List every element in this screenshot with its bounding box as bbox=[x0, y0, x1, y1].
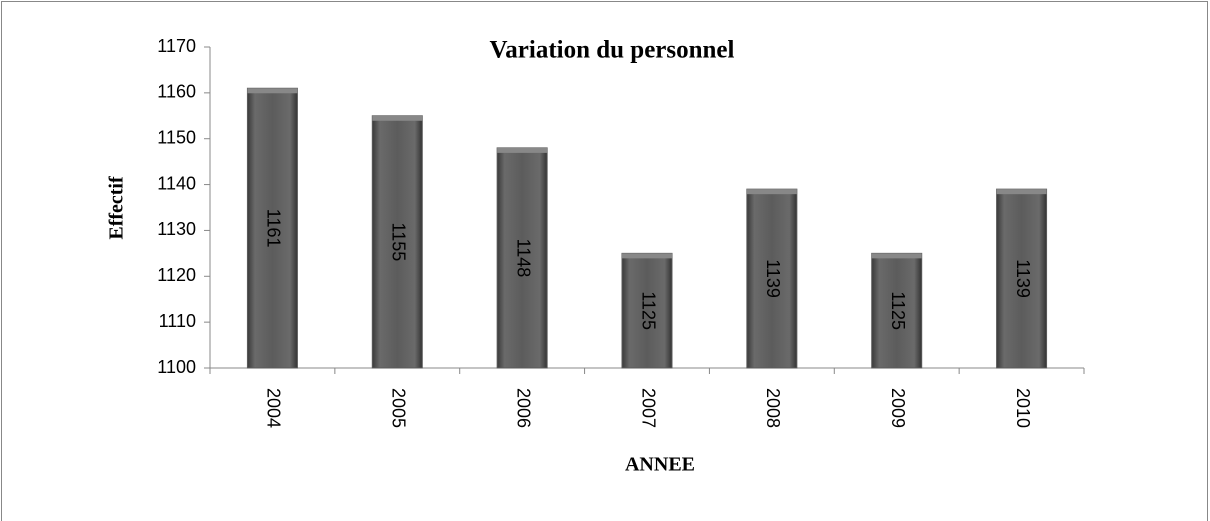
bar-top bbox=[746, 189, 797, 195]
bar bbox=[246, 87, 298, 369]
bar-top bbox=[996, 189, 1047, 195]
x-tick-label: 2010 bbox=[1013, 388, 1033, 428]
x-tick-label: 2008 bbox=[763, 388, 783, 428]
y-tick-label: 1140 bbox=[157, 173, 196, 193]
data-label: 1155 bbox=[389, 223, 409, 262]
y-tick-label: 1110 bbox=[159, 311, 196, 331]
x-tick-label: 2006 bbox=[513, 388, 533, 428]
bar bbox=[996, 188, 1048, 369]
chart-title: Variation du personnel bbox=[490, 37, 735, 64]
bar-top bbox=[497, 147, 548, 153]
data-label: 1161 bbox=[264, 209, 284, 248]
data-label: 1139 bbox=[1013, 259, 1033, 298]
bar bbox=[496, 147, 548, 369]
bar-top bbox=[622, 253, 672, 259]
y-tick-label: 1130 bbox=[157, 219, 196, 239]
bar bbox=[746, 188, 798, 369]
bar bbox=[371, 115, 423, 369]
data-label: 1125 bbox=[888, 291, 908, 330]
bar-top bbox=[871, 253, 922, 259]
y-tick-label: 1160 bbox=[157, 82, 196, 102]
x-tick-label: 2005 bbox=[389, 388, 409, 428]
y-tick-label: 1170 bbox=[157, 36, 196, 56]
data-label: 1139 bbox=[763, 259, 783, 298]
x-axis-label: ANNEE bbox=[625, 454, 695, 476]
bar-top bbox=[247, 88, 298, 94]
y-tick-label: 1100 bbox=[157, 357, 196, 377]
data-label: 1125 bbox=[638, 291, 658, 330]
x-tick-label: 2009 bbox=[888, 388, 908, 428]
x-tick-label: 2007 bbox=[638, 388, 658, 428]
data-label: 1148 bbox=[513, 239, 533, 278]
y-tick-label: 1120 bbox=[157, 265, 196, 285]
bar bbox=[871, 252, 923, 369]
bar-top bbox=[372, 115, 423, 121]
x-tick-label: 2004 bbox=[264, 388, 284, 428]
y-axis-label: Effectif bbox=[106, 176, 128, 240]
y-tick-label: 1150 bbox=[157, 127, 196, 147]
